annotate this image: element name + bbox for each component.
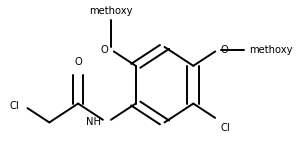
- Text: methoxy: methoxy: [89, 7, 133, 16]
- Text: O: O: [74, 57, 82, 67]
- Text: NH: NH: [86, 117, 101, 127]
- Text: Cl: Cl: [221, 123, 231, 133]
- Text: O: O: [100, 45, 108, 55]
- Text: Cl: Cl: [9, 101, 19, 111]
- Text: methoxy: methoxy: [249, 45, 293, 55]
- Text: O: O: [221, 45, 229, 55]
